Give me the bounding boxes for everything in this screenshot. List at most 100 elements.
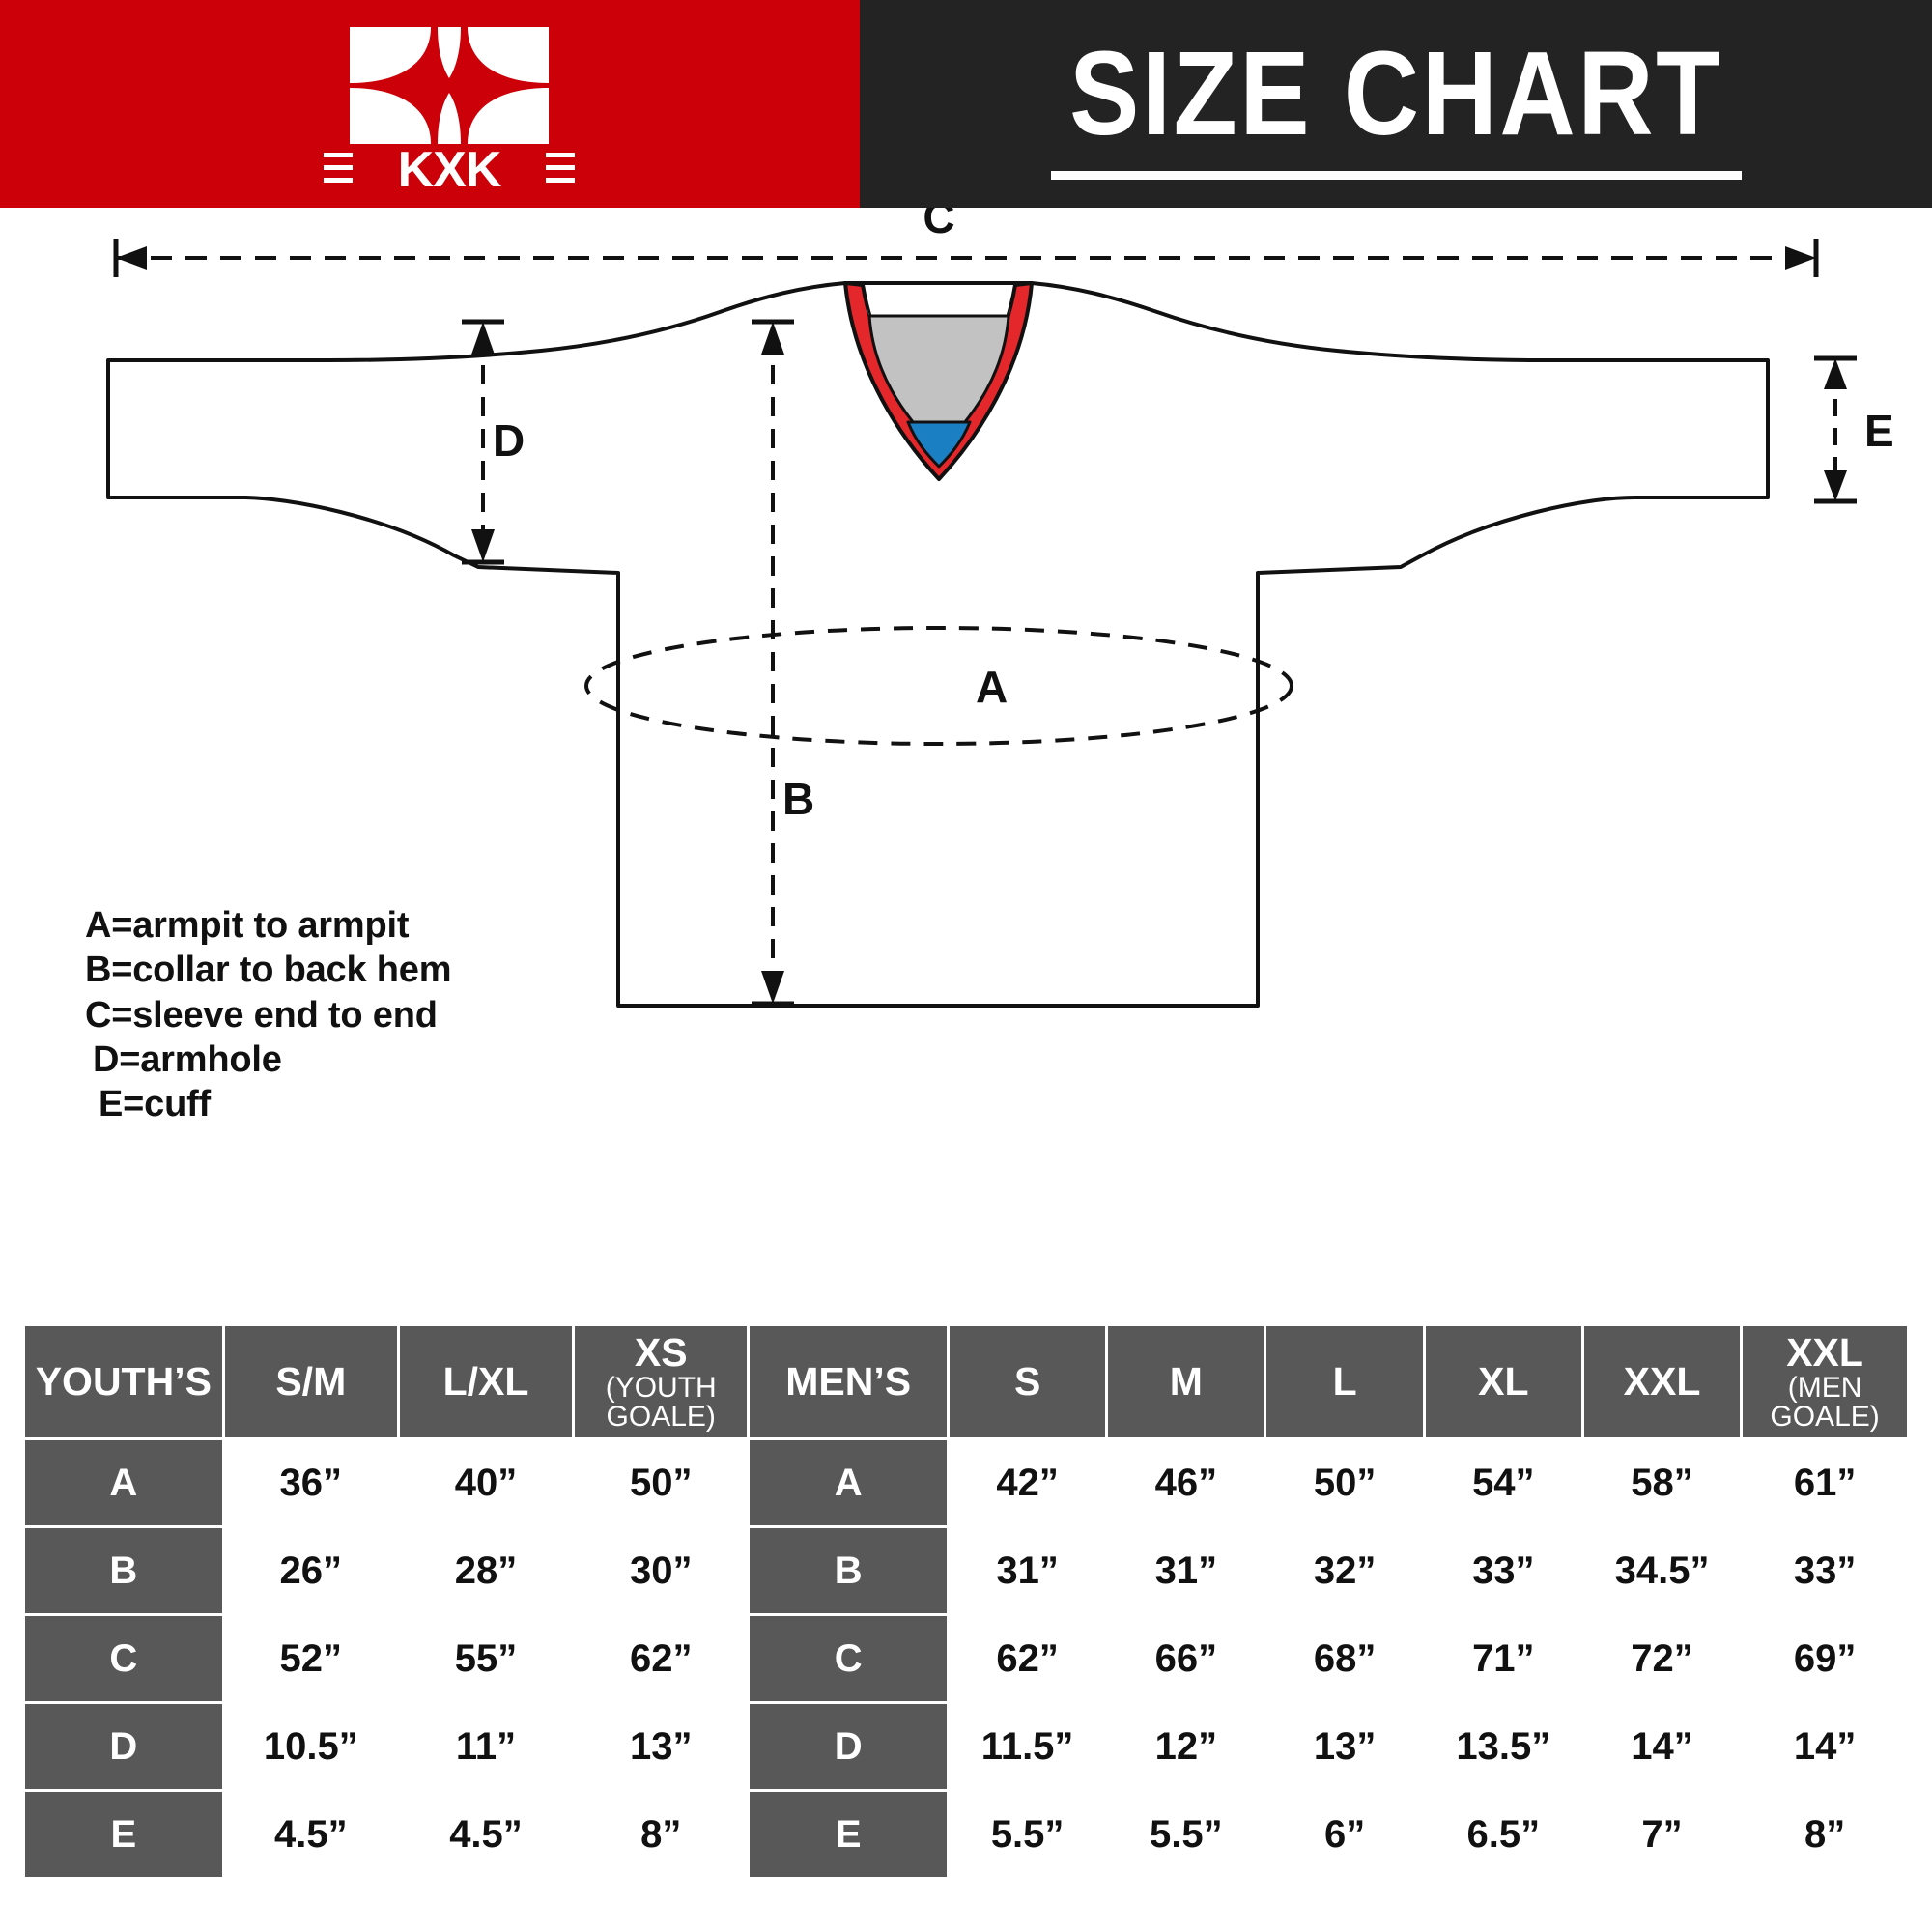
legend-line-b: B=collar to back hem (85, 950, 452, 991)
row-label-a-youth: A (25, 1440, 222, 1525)
cell-e-youth-sm: 4.5” (224, 1792, 397, 1877)
table-row: E 4.5” 4.5” 8” E 5.5” 5.5” 6” 6.5” 7” 8” (25, 1792, 1907, 1877)
header-youth-lxl: L/XL (399, 1326, 573, 1437)
cell-b-mens-m: 31” (1108, 1528, 1264, 1613)
svg-text:KXK: KXK (398, 143, 502, 193)
cell-d-mens-s: 11.5” (950, 1704, 1106, 1789)
dimension-a-label: A (976, 662, 1008, 712)
cell-d-mens-m: 12” (1108, 1704, 1264, 1789)
row-label-e-mens: E (750, 1792, 947, 1877)
cell-d-mens-l: 13” (1266, 1704, 1423, 1789)
cell-b-youth-lxl: 28” (399, 1528, 573, 1613)
cell-a-mens-xl: 54” (1425, 1440, 1581, 1525)
dimension-e: E (1814, 355, 1894, 504)
dimension-c-label: C (923, 208, 954, 242)
table-row: C 52” 55” 62” C 62” 66” 68” 71” 72” 69” (25, 1616, 1907, 1701)
size-table-wrapper: YOUTH’S S/M L/XL XS (YOUTH GOALE) MEN’S (22, 1323, 1910, 1880)
row-label-b-mens: B (750, 1528, 947, 1613)
cell-a-mens-l: 50” (1266, 1440, 1423, 1525)
cell-d-mens-xxl: 14” (1583, 1704, 1741, 1789)
row-label-b-youth: B (25, 1528, 222, 1613)
cell-c-youth-xs: 62” (575, 1616, 748, 1701)
header-youth-sm: S/M (224, 1326, 397, 1437)
jersey-measurement-diagram: D E A B C (106, 208, 1894, 1008)
dimension-c (113, 239, 1819, 277)
table-header-row: YOUTH’S S/M L/XL XS (YOUTH GOALE) MEN’S (25, 1326, 1907, 1437)
cell-a-mens-m: 46” (1108, 1440, 1264, 1525)
dimension-d-label: D (493, 415, 525, 466)
legend-line-c: C=sleeve end to end (85, 994, 438, 1036)
dimension-b-label: B (782, 774, 814, 824)
cell-a-mens-xxl: 58” (1583, 1440, 1741, 1525)
cell-b-youth-xs: 30” (575, 1528, 748, 1613)
table-row: B 26” 28” 30” B 31” 31” 32” 33” 34.5” 33… (25, 1528, 1907, 1613)
cell-b-mens-xl: 33” (1425, 1528, 1581, 1613)
table-row: A 36” 40” 50” A 42” 46” 50” 54” 58” 61” (25, 1440, 1907, 1525)
header-brand-panel: KXK (0, 0, 860, 208)
header-mens-xl: XL (1425, 1326, 1581, 1437)
jersey-outline (106, 281, 1770, 1008)
cell-b-mens-l: 32” (1266, 1528, 1423, 1613)
cell-b-youth-sm: 26” (224, 1528, 397, 1613)
cell-d-mens-xl: 13.5” (1425, 1704, 1581, 1789)
page-title: SIZE CHART (1069, 27, 1722, 160)
cell-c-youth-lxl: 55” (399, 1616, 573, 1701)
cell-a-youth-xs: 50” (575, 1440, 748, 1525)
collar-blue-gusset (906, 420, 972, 469)
cell-b-mens-xxl: 34.5” (1583, 1528, 1741, 1613)
page-header: KXK SIZE CHART (0, 0, 1932, 208)
cell-e-mens-l: 6” (1266, 1792, 1423, 1877)
cell-c-mens-xl: 71” (1425, 1616, 1581, 1701)
cell-e-mens-m: 5.5” (1108, 1792, 1264, 1877)
jersey-collar (843, 281, 1034, 481)
dimension-b: B (752, 319, 814, 1007)
header-mens-l: L (1266, 1326, 1423, 1437)
header-youth-xs-goalie: XS (YOUTH GOALE) (575, 1326, 748, 1437)
row-label-d-youth: D (25, 1704, 222, 1789)
header-mens-xxl: XXL (1583, 1326, 1741, 1437)
header-mens-xxl-goalie: XXL (MEN GOALE) (1743, 1326, 1907, 1437)
cell-e-mens-s: 5.5” (950, 1792, 1106, 1877)
cell-d-mens-xxl-goalie: 14” (1743, 1704, 1907, 1789)
kxk-wordmark-icon: KXK (324, 143, 575, 193)
header-title-panel: SIZE CHART (860, 0, 1932, 208)
header-mens: MEN’S (750, 1326, 947, 1437)
header-youths: YOUTH’S (25, 1326, 222, 1437)
cell-c-mens-m: 66” (1108, 1616, 1264, 1701)
legend-line-e: E=cuff (99, 1084, 211, 1125)
cell-e-mens-xl: 6.5” (1425, 1792, 1581, 1877)
cell-d-youth-sm: 10.5” (224, 1704, 397, 1789)
cell-e-mens-xxl-goalie: 8” (1743, 1792, 1907, 1877)
cell-e-youth-xs: 8” (575, 1792, 748, 1877)
table-row: D 10.5” 11” 13” D 11.5” 12” 13” 13.5” 14… (25, 1704, 1907, 1789)
dimension-d: D (462, 319, 525, 565)
cell-d-youth-lxl: 11” (399, 1704, 573, 1789)
cell-c-mens-xxl: 72” (1583, 1616, 1741, 1701)
title-underline-rule (1050, 170, 1742, 180)
cell-a-mens-s: 42” (950, 1440, 1106, 1525)
cell-d-youth-xs: 13” (575, 1704, 748, 1789)
cell-a-mens-xxl-goalie: 61” (1743, 1440, 1907, 1525)
cell-e-youth-lxl: 4.5” (399, 1792, 573, 1877)
measurement-legend: A=armpit to armpit B=collar to back hem … (85, 903, 587, 1127)
legend-line-d: D=armhole (93, 1039, 282, 1081)
cell-b-mens-s: 31” (950, 1528, 1106, 1613)
row-label-c-youth: C (25, 1616, 222, 1701)
size-table: YOUTH’S S/M L/XL XS (YOUTH GOALE) MEN’S (22, 1323, 1910, 1880)
dimension-e-label: E (1864, 406, 1894, 456)
cell-c-mens-s: 62” (950, 1616, 1106, 1701)
cell-a-youth-lxl: 40” (399, 1440, 573, 1525)
cell-b-mens-xxl-goalie: 33” (1743, 1528, 1907, 1613)
dimension-a: A (584, 626, 1293, 746)
cell-c-mens-l: 68” (1266, 1616, 1423, 1701)
brand-logo: KXK (304, 8, 594, 201)
row-label-c-mens: C (750, 1616, 947, 1701)
row-label-e-youth: E (25, 1792, 222, 1877)
header-mens-s: S (950, 1326, 1106, 1437)
row-label-d-mens: D (750, 1704, 947, 1789)
kxk-hourglass-logo-icon (350, 26, 549, 144)
cell-c-youth-sm: 52” (224, 1616, 397, 1701)
cell-e-mens-xxl: 7” (1583, 1792, 1741, 1877)
cell-c-mens-xxl-goalie: 69” (1743, 1616, 1907, 1701)
